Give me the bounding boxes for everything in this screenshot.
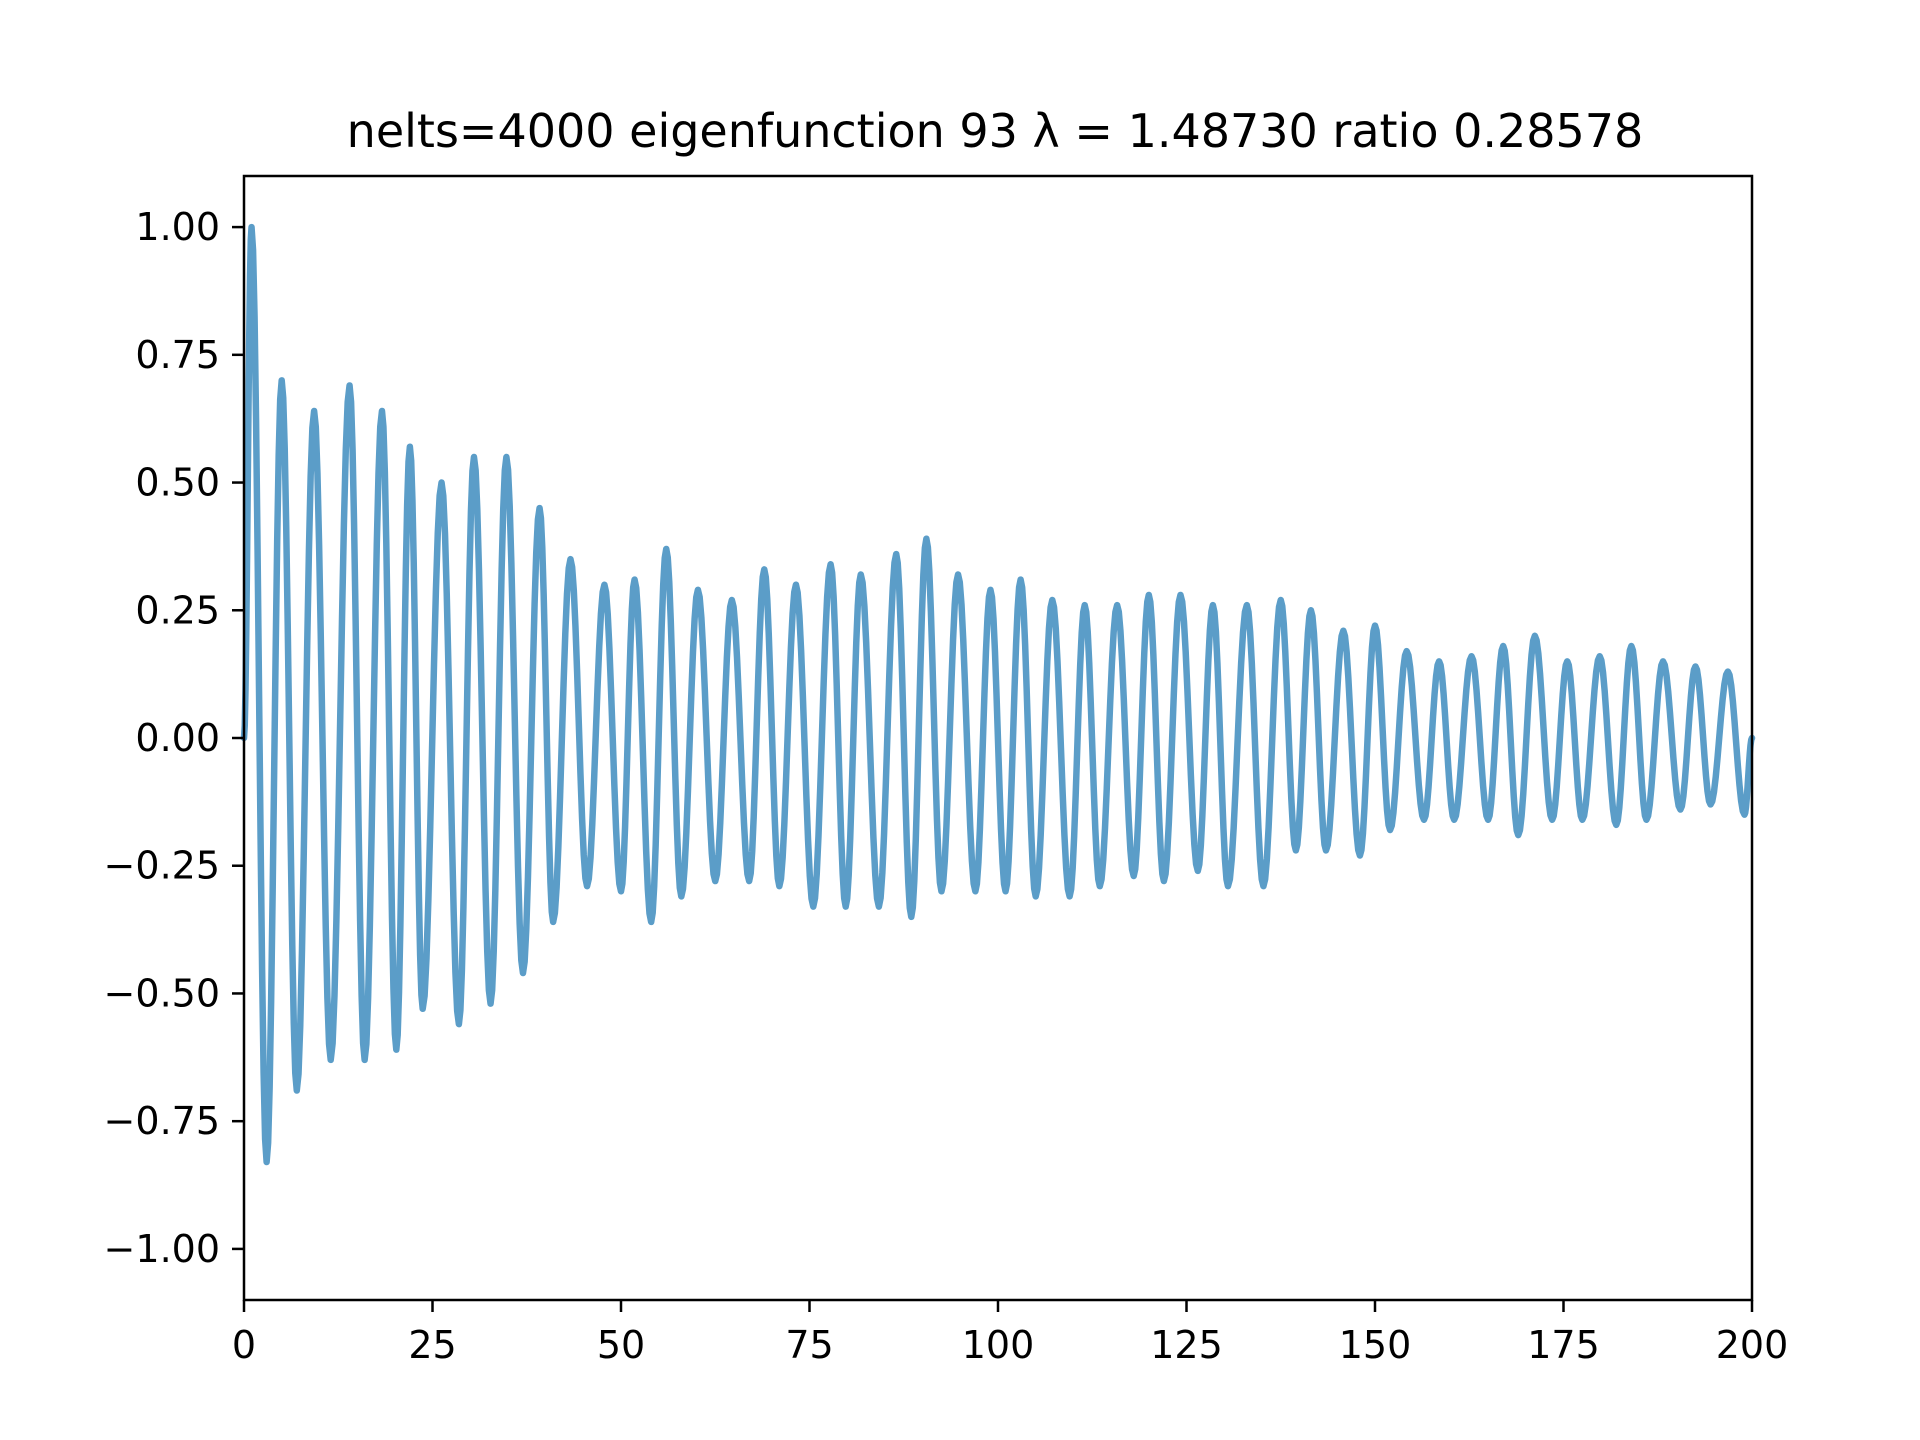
- x-tick-label: 25: [408, 1323, 456, 1367]
- x-tick-label: 200: [1716, 1323, 1789, 1367]
- x-tick-label: 125: [1150, 1323, 1223, 1367]
- x-tick-label: 175: [1527, 1323, 1600, 1367]
- x-tick-label: 100: [962, 1323, 1035, 1367]
- x-axis: 0 25 50 75 100 125 150 175 200: [232, 1300, 1788, 1367]
- y-tick-label: −0.50: [104, 971, 220, 1015]
- y-tick-label: −0.25: [104, 844, 220, 888]
- x-tick-label: 150: [1339, 1323, 1412, 1367]
- y-tick-label: 0.75: [135, 333, 220, 377]
- x-tick-label: 0: [232, 1323, 256, 1367]
- x-tick-label: 50: [597, 1323, 645, 1367]
- y-tick-label: 1.00: [135, 205, 220, 249]
- y-tick-label: −1.00: [104, 1227, 220, 1271]
- y-tick-label: −0.75: [104, 1099, 220, 1143]
- series-line-eigenfunction: [240, 223, 1756, 1166]
- plot-area: [240, 223, 1756, 1166]
- x-tick-label: 75: [785, 1323, 833, 1367]
- y-axis: 1.00 0.75 0.50 0.25 0.00 −0.25 −0.50 −0.75 −1.00: [104, 205, 244, 1271]
- y-tick-label: 0.00: [135, 716, 220, 760]
- chart-title: nelts=4000 eigenfunction 93 λ = 1.48730 …: [347, 104, 1644, 158]
- y-tick-label: 0.50: [135, 461, 220, 505]
- y-tick-label: 0.25: [135, 588, 220, 632]
